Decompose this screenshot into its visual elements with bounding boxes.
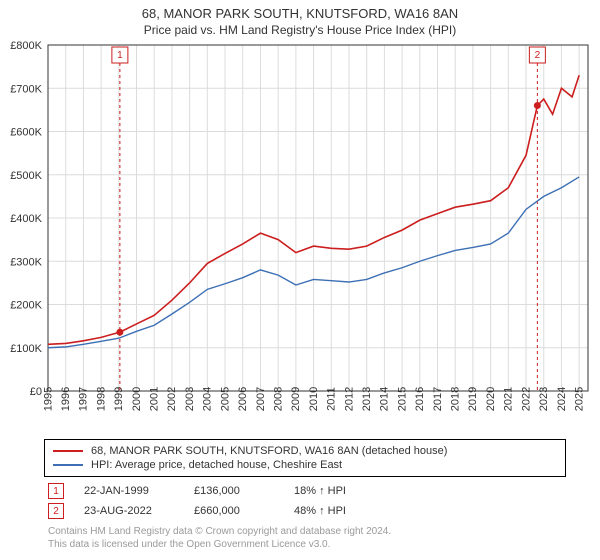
svg-text:2000: 2000 (131, 387, 143, 411)
legend-swatch (53, 464, 83, 466)
svg-text:2006: 2006 (237, 387, 249, 411)
price-chart: £0 £100K £200K £300K £400K £500K £600K £700K £80… (0, 39, 600, 433)
legend-item-property: 68, MANOR PARK SOUTH, KNUTSFORD, WA16 8A… (53, 444, 557, 458)
sale-event-index: 2 (48, 503, 64, 519)
legend-label: HPI: Average price, detached house, Ches… (91, 459, 342, 471)
svg-text:2019: 2019 (467, 387, 479, 411)
svg-text:1: 1 (117, 50, 123, 61)
sale-event-row: 1 22-JAN-1999 £136,000 18% ↑ HPI (0, 481, 600, 501)
svg-text:2: 2 (535, 50, 541, 61)
svg-text:2021: 2021 (503, 387, 515, 411)
svg-text:2004: 2004 (202, 387, 214, 411)
svg-text:£200K: £200K (10, 300, 42, 312)
svg-text:2002: 2002 (166, 387, 178, 411)
svg-text:1998: 1998 (95, 387, 107, 411)
attribution-footer: Contains HM Land Registry data © Crown c… (0, 521, 600, 551)
svg-text:£100K: £100K (10, 343, 42, 355)
svg-text:2014: 2014 (379, 387, 391, 411)
svg-text:£700K: £700K (10, 83, 42, 95)
footer-line: This data is licensed under the Open Gov… (48, 538, 600, 551)
page-title: 68, MANOR PARK SOUTH, KNUTSFORD, WA16 8A… (0, 6, 600, 21)
svg-text:2003: 2003 (184, 387, 196, 411)
sale-event-diff: 48% ↑ HPI (294, 505, 384, 517)
svg-text:2025: 2025 (573, 387, 585, 411)
footer-line: Contains HM Land Registry data © Crown c… (48, 525, 600, 538)
legend-swatch (53, 450, 83, 452)
svg-text:£0: £0 (30, 386, 42, 398)
sale-event-diff: 18% ↑ HPI (294, 485, 384, 497)
svg-text:2009: 2009 (290, 387, 302, 411)
svg-text:1999: 1999 (113, 387, 125, 411)
title-block: 68, MANOR PARK SOUTH, KNUTSFORD, WA16 8A… (0, 0, 600, 39)
svg-text:£400K: £400K (10, 213, 42, 225)
svg-text:2017: 2017 (432, 387, 444, 411)
svg-text:1997: 1997 (78, 387, 90, 411)
sale-event-date: 23-AUG-2022 (84, 505, 174, 517)
svg-text:2010: 2010 (308, 387, 320, 411)
svg-text:2005: 2005 (219, 387, 231, 411)
svg-text:2016: 2016 (414, 387, 426, 411)
legend-label: 68, MANOR PARK SOUTH, KNUTSFORD, WA16 8A… (91, 445, 447, 457)
sale-event-price: £136,000 (194, 485, 274, 497)
svg-text:2015: 2015 (396, 387, 408, 411)
sale-event-date: 22-JAN-1999 (84, 485, 174, 497)
page-subtitle: Price paid vs. HM Land Registry's House … (0, 23, 600, 37)
svg-text:2020: 2020 (485, 387, 497, 411)
sale-event-price: £660,000 (194, 505, 274, 517)
svg-text:2001: 2001 (149, 387, 161, 411)
svg-text:2013: 2013 (361, 387, 373, 411)
svg-text:£300K: £300K (10, 256, 42, 268)
svg-text:2007: 2007 (255, 387, 267, 411)
sale-event-row: 2 23-AUG-2022 £660,000 48% ↑ HPI (0, 501, 600, 521)
svg-text:£600K: £600K (10, 127, 42, 139)
svg-text:2024: 2024 (556, 387, 568, 411)
legend-item-hpi: HPI: Average price, detached house, Ches… (53, 458, 557, 472)
sale-event-index: 1 (48, 483, 64, 499)
svg-text:2012: 2012 (343, 387, 355, 411)
chart-legend: 68, MANOR PARK SOUTH, KNUTSFORD, WA16 8A… (44, 439, 566, 477)
svg-text:£800K: £800K (10, 40, 42, 52)
svg-text:2018: 2018 (450, 387, 462, 411)
svg-text:2008: 2008 (272, 387, 284, 411)
svg-text:£500K: £500K (10, 170, 42, 182)
svg-text:2023: 2023 (538, 387, 550, 411)
svg-text:1996: 1996 (60, 387, 72, 411)
svg-text:2022: 2022 (520, 387, 532, 411)
